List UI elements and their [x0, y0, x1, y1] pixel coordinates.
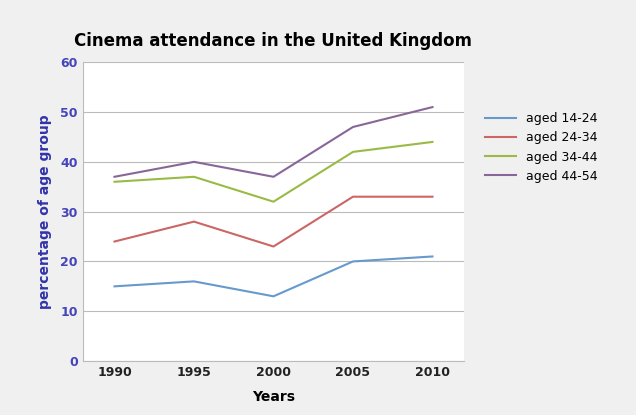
aged 14-24 [270, 294, 277, 299]
aged 44-54 [190, 159, 198, 164]
aged 24-34 [270, 244, 277, 249]
aged 44-54 [349, 124, 357, 129]
Legend: aged 14-24, aged 24-34, aged 34-44, aged 44-54: aged 14-24, aged 24-34, aged 34-44, aged… [480, 107, 602, 188]
Y-axis label: percentage of age group: percentage of age group [38, 115, 52, 309]
aged 34-44 [349, 149, 357, 154]
aged 44-54 [111, 174, 118, 179]
aged 24-34 [349, 194, 357, 199]
X-axis label: Years: Years [252, 390, 295, 404]
Line: aged 34-44: aged 34-44 [114, 142, 432, 202]
aged 44-54 [270, 174, 277, 179]
aged 14-24 [429, 254, 436, 259]
aged 24-34 [111, 239, 118, 244]
aged 34-44 [429, 139, 436, 144]
Line: aged 24-34: aged 24-34 [114, 197, 432, 247]
Title: Cinema attendance in the United Kingdom: Cinema attendance in the United Kingdom [74, 32, 473, 49]
aged 34-44 [270, 199, 277, 204]
aged 14-24 [349, 259, 357, 264]
Line: aged 14-24: aged 14-24 [114, 256, 432, 296]
aged 34-44 [111, 179, 118, 184]
aged 44-54 [429, 105, 436, 110]
Line: aged 44-54: aged 44-54 [114, 107, 432, 177]
aged 24-34 [190, 219, 198, 224]
aged 14-24 [111, 284, 118, 289]
aged 24-34 [429, 194, 436, 199]
aged 14-24 [190, 279, 198, 284]
aged 34-44 [190, 174, 198, 179]
